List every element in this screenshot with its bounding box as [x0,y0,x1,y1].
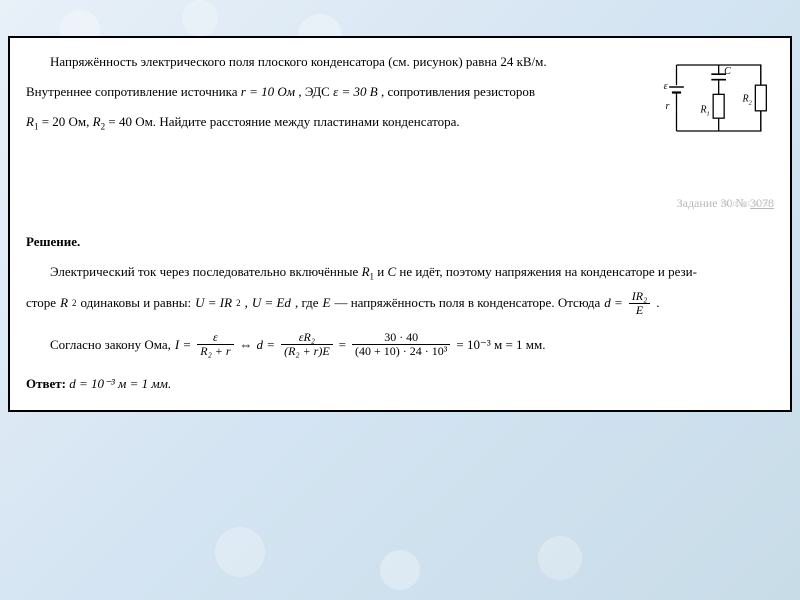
label-r: r [666,101,670,112]
eq-sign-1: = [339,333,346,357]
circuit-svg: ε r C R1 R2 [660,52,770,144]
answer-label: Ответ: [26,376,69,391]
answer-line: Ответ: d = 10⁻³ м = 1 мм. [26,372,774,396]
frac-epsR2: εR₂ (R₂ + r)E [281,331,333,358]
label-C: C [724,66,731,77]
sol1-R: R [362,264,370,279]
sol2-fieldtxt: — напряжённость поля в конденсаторе. Отс… [334,291,600,315]
frac2-num: ε [197,331,233,345]
eq-U-Ed: U = Ed [252,291,291,315]
eq3-dot: . [656,291,659,315]
solution-title: Решение. [26,230,774,254]
ohm-law-line: Согласно закону Ома, I = ε R₂ + r ⇔ d = … [50,331,774,358]
problem-container: Напряжённость электрического поля плоско… [8,36,792,412]
watermark: РЕШУЕГЭ.РФ [721,198,770,211]
sol2-a: сторе [26,291,56,315]
frac3-den: (R₂ + r)E [281,345,333,358]
sol2-R: R [60,291,68,315]
sol3-a: Согласно закону Ома, [50,333,171,357]
solution-line-2: сторе R2 одинаковы и равны: U = IR2, U =… [26,290,774,317]
statement-text: Напряжённость электрического поля плоско… [26,50,648,141]
frac-IR2-E: IR₂ E [629,290,651,317]
d-eq-lhs: d = [257,333,276,357]
txt-resistors: , сопротивления резисторов [381,84,535,99]
sol2-sub2: 2 [72,295,77,312]
sol1-sub1: 1 [370,272,375,282]
task-reference: Задание 30 № 3078 [26,192,774,214]
eq-r: r = 10 Ом [241,84,295,99]
val-R2: = 40 Ом. [105,114,159,129]
sol1-C: C [387,264,396,279]
sol2-b: одинаковы и равны: [81,291,192,315]
frac1-den: E [629,304,651,317]
sol1-a: Электрический ток через последовательно … [50,264,362,279]
frac-numbers: 30 · 40 (40 + 10) · 24 · 10³ [352,331,450,358]
frac1-num: IR₂ [629,290,651,304]
val-R1: = 20 Ом, [38,114,92,129]
txt-emf: , ЭДС [298,84,333,99]
result-text: = 10⁻³ м = 1 мм. [456,333,545,357]
problem-line-2: Внутреннее сопротивление источника r = 1… [26,80,648,104]
sol1-c: не идёт, поэтому напряжения на конденсат… [399,264,697,279]
sym-E: E [323,291,331,315]
eq-d-frac: d = IR₂ E . [604,290,659,317]
frac2-den: R₂ + r [197,345,233,358]
eq-emf: ε = 30 В [333,84,378,99]
answer-text: d = 10⁻³ м = 1 мм. [69,376,171,391]
ohm-I-lhs: I = [175,333,191,357]
solution-line-1: Электрический ток через последовательно … [26,260,774,285]
sym-R1a: R [26,114,34,129]
arrow-iff: ⇔ [240,333,253,357]
statement-row: Напряжённость электрического поля плоско… [26,50,774,152]
problem-line-3: R1 = 20 Ом, R2 = 40 Ом. Найдите расстоян… [26,110,648,135]
label-R1: R1 [699,105,709,118]
label-emf: ε [664,81,668,92]
eq-U-IR: U = IR [195,291,232,315]
txt-inner-res: Внутреннее сопротивление источника [26,84,241,99]
sol1-b: и [377,264,387,279]
sol2-comma: , [245,291,248,315]
frac-eps-R2r: ε R₂ + r [197,331,233,358]
problem-line-1: Напряжённость электрического поля плоско… [26,50,648,74]
sol2-where: , где [295,291,319,315]
frac3-num: εR₂ [281,331,333,345]
label-R2: R2 [742,94,753,107]
frac4-num: 30 · 40 [352,331,450,345]
circuit-diagram: ε r C R1 R2 РЕШУЕГЭ.РФ [660,52,770,152]
frac4-den: (40 + 10) · 24 · 10³ [352,345,450,358]
eq-U-IR-sub: 2 [236,295,241,312]
sym-R2a: R [93,114,101,129]
eq-d-lhs: d = [604,291,623,315]
txt-find: Найдите расстояние между пластинами конд… [159,114,459,129]
